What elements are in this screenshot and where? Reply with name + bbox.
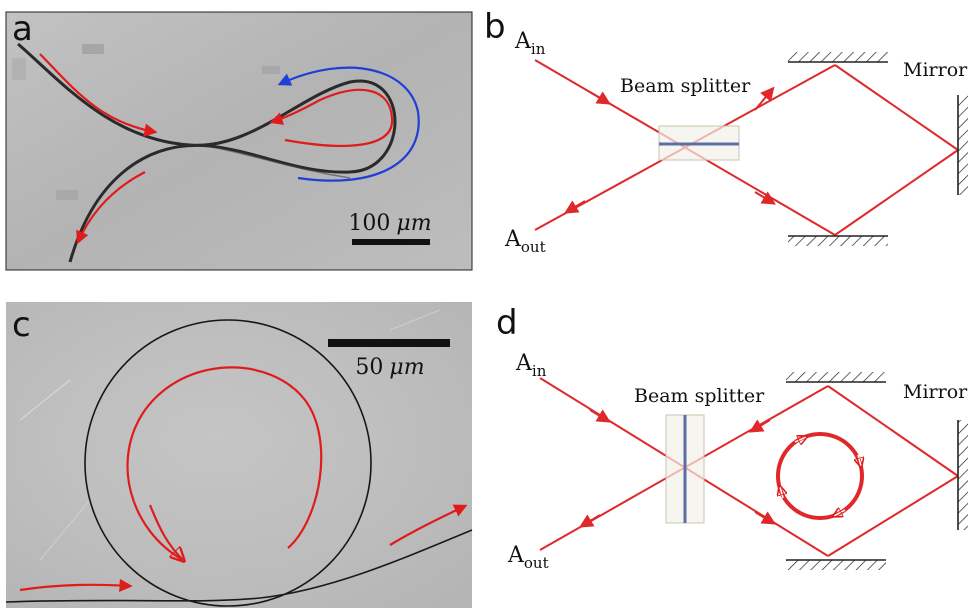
flow-arrow-out xyxy=(76,171,146,245)
ring-arrow-4 xyxy=(780,487,783,499)
output-label-d: Aout xyxy=(507,543,549,572)
dust-spot xyxy=(262,66,280,74)
beam-arrow-up xyxy=(754,86,775,111)
panel-label-c: c xyxy=(12,305,31,345)
flow-arrow-loop xyxy=(269,88,394,147)
scale-label-a: 100 μm xyxy=(348,211,431,236)
flow-arrow-in xyxy=(39,53,158,137)
panel-c: 50 μm c xyxy=(5,302,473,608)
panel-label-b: b xyxy=(484,7,506,47)
flow-arrow-c-in xyxy=(19,578,133,592)
flow-arrow-circulating-head xyxy=(148,504,183,560)
fiber-shadow xyxy=(217,147,351,179)
panel-b: b Ain Aout Beam splitter Mirror xyxy=(484,7,968,256)
scale-bar-a xyxy=(352,239,430,245)
ring-arrow-1 xyxy=(794,437,806,442)
splitter-label-b: Beam splitter xyxy=(620,75,751,97)
scratch xyxy=(39,499,91,561)
beam-top-to-mirror-d xyxy=(827,385,959,477)
mirror-label-d: Mirror xyxy=(903,381,968,403)
mirror-bottom-b-hatch xyxy=(788,236,888,246)
scale-bar-c xyxy=(328,339,450,347)
scratch xyxy=(19,379,71,421)
beam-arrow-down xyxy=(754,191,777,205)
mirror-top-b-hatch xyxy=(788,52,888,62)
mirror-right-d-hatch xyxy=(958,420,968,530)
flow-arrow-c-out xyxy=(389,504,468,546)
panel-a: 100 μm a xyxy=(5,9,473,271)
input-label-d: Ain xyxy=(515,351,547,380)
beam-bottom-to-mirror xyxy=(834,149,959,236)
beam-arrow-out-d xyxy=(578,514,601,528)
micrograph-c-background xyxy=(6,302,472,608)
ring-arrow-2 xyxy=(858,454,861,466)
dust-spot xyxy=(82,44,104,54)
panel-label-a: a xyxy=(12,9,33,49)
circulating-ring-d xyxy=(776,432,864,520)
beam-arrow-up-d xyxy=(748,419,771,433)
flow-arrow-outer xyxy=(277,66,420,182)
mirror-right-b-hatch xyxy=(958,95,968,195)
output-label-b: Aout xyxy=(504,227,546,256)
flow-arrow-circulating xyxy=(126,366,323,561)
dust-spot xyxy=(56,190,78,200)
scale-label-c: 50 μm xyxy=(355,355,424,380)
mirror-top-d-hatch xyxy=(786,372,886,382)
mirror-label-b: Mirror xyxy=(903,59,968,81)
scratch xyxy=(389,309,441,331)
ring-arrow-3 xyxy=(834,510,846,516)
beam-bottom-to-mirror-d xyxy=(827,475,959,557)
input-label-b: Ain xyxy=(514,29,546,58)
beam-arrow-out xyxy=(563,200,586,214)
beam-arrow-in-d xyxy=(589,409,612,423)
beam-arrow-in xyxy=(589,91,612,105)
dust-spot xyxy=(12,58,26,80)
panel-label-d: d xyxy=(496,303,518,343)
fiber-knot xyxy=(17,42,397,263)
splitter-label-d: Beam splitter xyxy=(634,385,765,407)
beam-arrow-down-d xyxy=(754,511,777,525)
mirror-bottom-d-hatch xyxy=(786,560,886,570)
panel-d: d Ain Aout Beam splitter Mirror xyxy=(496,303,968,572)
beam-top-to-mirror xyxy=(834,64,959,151)
tapered-fiber xyxy=(5,529,473,603)
